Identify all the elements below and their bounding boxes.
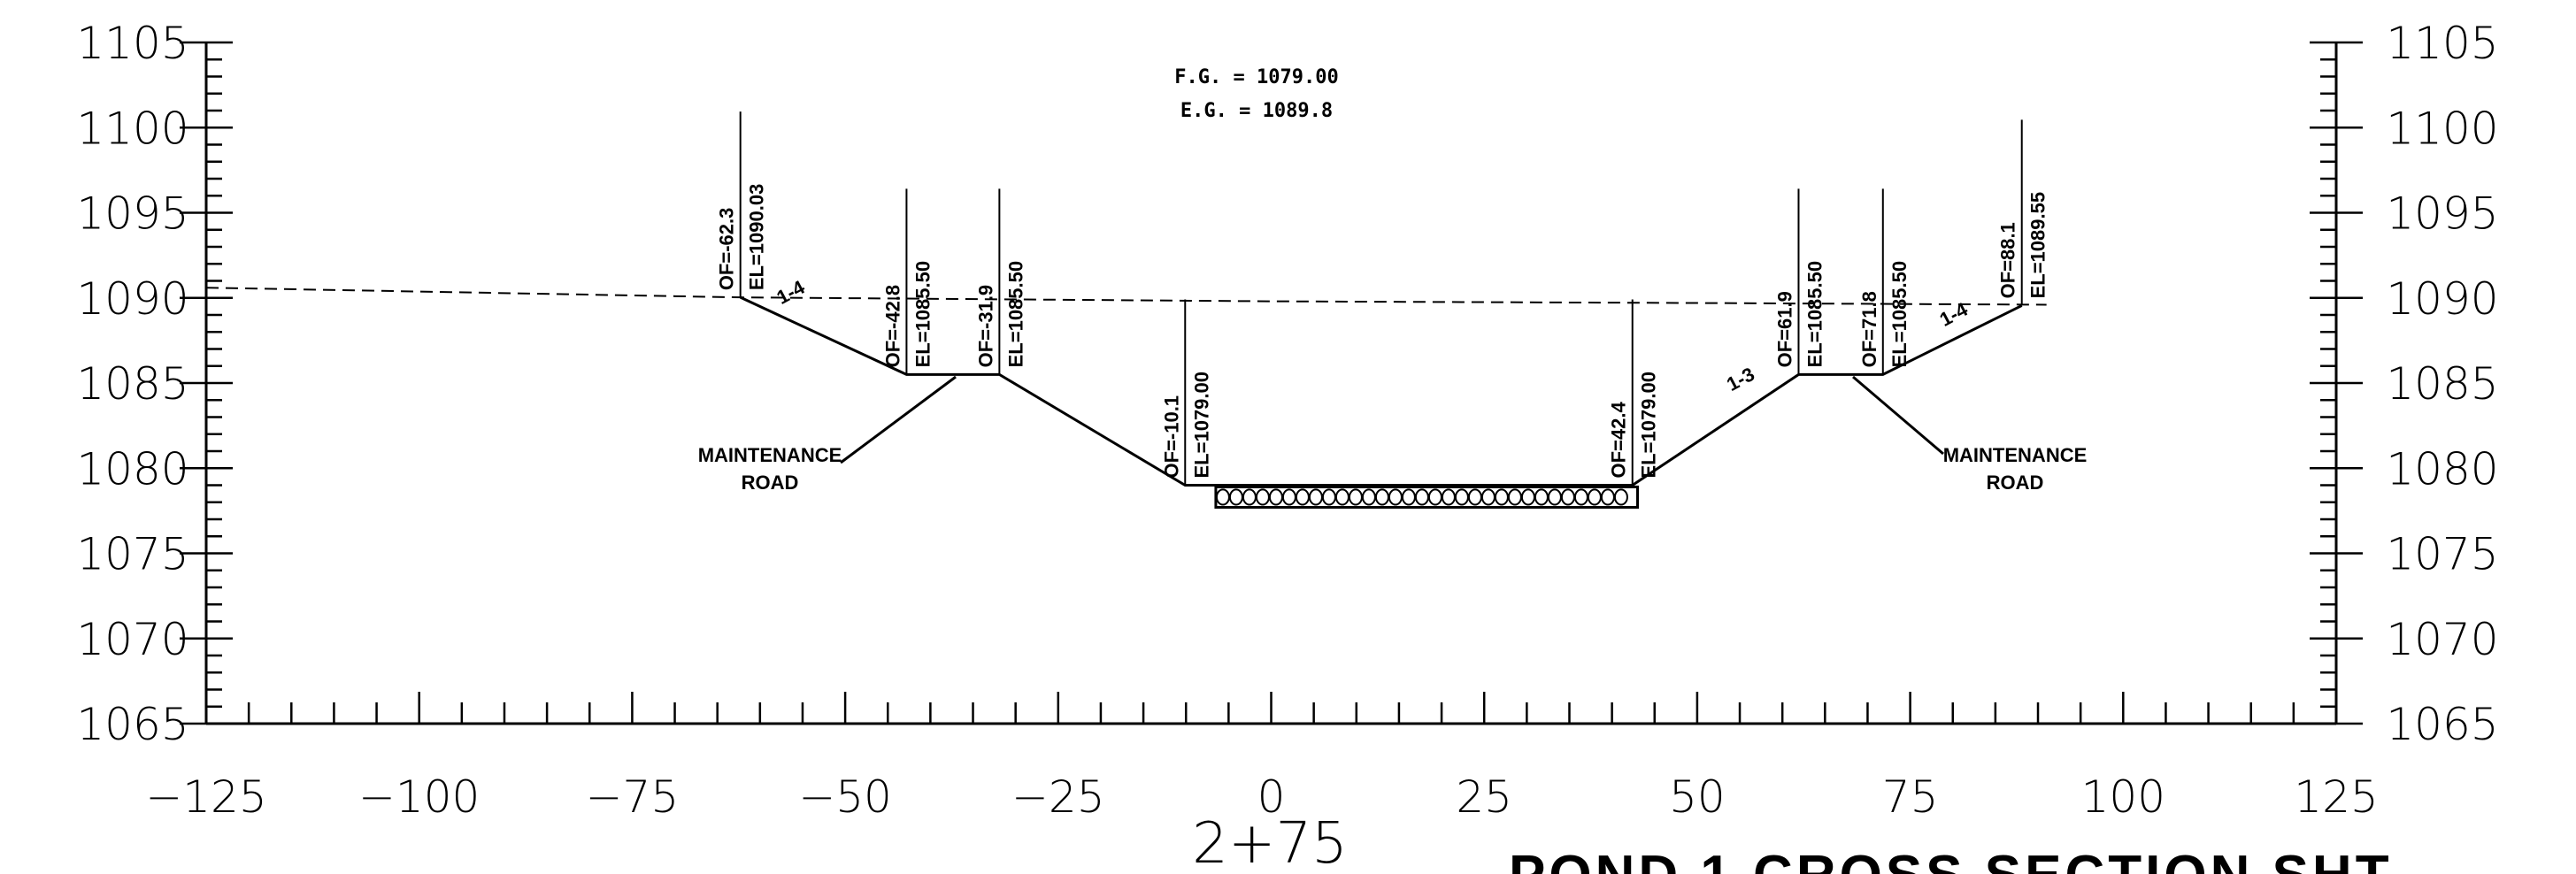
maintenance-road-left-line1: MAINTENANCE — [698, 444, 842, 466]
y-tick-label-right: 1095 — [2386, 188, 2498, 240]
elevation-label: EL=1090.03 — [746, 184, 768, 290]
y-tick-label-left: 1065 — [76, 699, 188, 750]
y-tick-label-right: 1065 — [2386, 699, 2498, 750]
axis-ticks — [180, 41, 2363, 725]
y-tick-label-right: 1075 — [2386, 529, 2498, 580]
sheet-title: POND 1 CROSS SECTION SHT — [1509, 845, 2393, 874]
elevation-label: EL=1085.50 — [1888, 261, 1911, 367]
maintenance-road-right-line2: ROAD — [1987, 472, 2044, 494]
x-tick-label: 100 — [2081, 771, 2165, 823]
riprap-pad — [1214, 485, 1640, 510]
y-tick-label-right: 1085 — [2386, 358, 2498, 410]
x-tick-label: 75 — [1882, 771, 1939, 823]
offset-label: OF=-62.3 — [716, 208, 738, 291]
offset-label: OF=88.1 — [1997, 222, 2019, 298]
offset-label: OF=-31.9 — [974, 285, 996, 368]
existing-grade-line — [205, 287, 2047, 306]
y-tick-label-left: 1100 — [76, 103, 188, 154]
y-tick-label-left: 1075 — [76, 529, 188, 580]
y-tick-label-left: 1085 — [76, 358, 188, 410]
slope-label: 1-4 — [1936, 298, 1972, 331]
ground-profiles — [205, 287, 2047, 487]
offset-elevation-labels: OF=-62.3 EL=1090.03 OF=-42.8 EL=1085.50 OF=-… — [716, 111, 2049, 486]
offset-label: OF=71.8 — [1858, 291, 1880, 367]
x-tick-label: −125 — [145, 771, 266, 823]
y-axis-labels-right: 1065 1070 1075 1080 1085 1090 1095 1100 1105 — [2386, 18, 2498, 750]
y-tick-label-left: 1070 — [76, 614, 188, 665]
maintenance-road-left-line2: ROAD — [742, 472, 799, 494]
plot-frame — [204, 42, 2338, 725]
slope-label: 1-3 — [1723, 363, 1758, 395]
elevation-label: EL=1085.50 — [911, 261, 934, 367]
elevation-label: EL=1085.50 — [1803, 261, 1826, 367]
y-tick-label-right: 1100 — [2386, 103, 2498, 154]
y-tick-label-left: 1095 — [76, 188, 188, 240]
station-label: 2+75 — [1192, 811, 1348, 874]
x-tick-label: 25 — [1456, 771, 1512, 823]
maintenance-road-callouts: MAINTENANCE ROAD MAINTENANCE ROAD — [698, 375, 2088, 494]
maintenance-road-left-leader — [840, 375, 957, 464]
offset-label: OF=-10.1 — [1160, 395, 1182, 479]
proposed-grade-line — [740, 295, 2023, 487]
elevation-label: EL=1079.00 — [1190, 372, 1212, 478]
offset-label: OF=-42.8 — [881, 285, 904, 368]
x-tick-label: 125 — [2294, 771, 2378, 823]
offset-label: OF=61.9 — [1773, 291, 1796, 367]
elevation-label: EL=1079.00 — [1638, 372, 1660, 478]
finished-grade-note: F.G. = 1079.00 — [1174, 66, 1338, 88]
maintenance-road-right-line1: MAINTENANCE — [1943, 444, 2088, 466]
x-tick-label: 0 — [1257, 771, 1286, 823]
y-tick-label-left: 1080 — [76, 443, 188, 494]
elevation-label: EL=1089.55 — [2027, 192, 2049, 298]
offset-label: OF=42.4 — [1608, 402, 1630, 479]
y-tick-label-right: 1090 — [2386, 273, 2498, 325]
x-tick-label: −50 — [798, 771, 892, 823]
y-tick-label-left: 1090 — [76, 273, 188, 325]
slope-label: 1-4 — [773, 276, 809, 309]
riprap-stone — [1613, 488, 1628, 506]
existing-grade-note: E.G. = 1089.8 — [1180, 100, 1333, 122]
y-tick-label-right: 1105 — [2386, 18, 2498, 69]
y-tick-label-right: 1080 — [2386, 443, 2498, 494]
y-axis-labels-left: 1065 1070 1075 1080 1085 1090 1095 1100 1105 — [76, 18, 188, 750]
y-tick-label-right: 1070 — [2386, 614, 2498, 665]
maintenance-road-right-leader — [1852, 375, 1944, 456]
y-tick-label-left: 1105 — [76, 18, 188, 69]
x-tick-label: 50 — [1669, 771, 1726, 823]
x-tick-label: −100 — [358, 771, 480, 823]
elevation-label: EL=1085.50 — [1004, 261, 1027, 367]
x-tick-label: −75 — [586, 771, 680, 823]
x-axis-labels: −125 −100 −75 −50 −25 0 25 50 75 100 125 — [145, 771, 2378, 823]
x-tick-label: −25 — [1011, 771, 1105, 823]
